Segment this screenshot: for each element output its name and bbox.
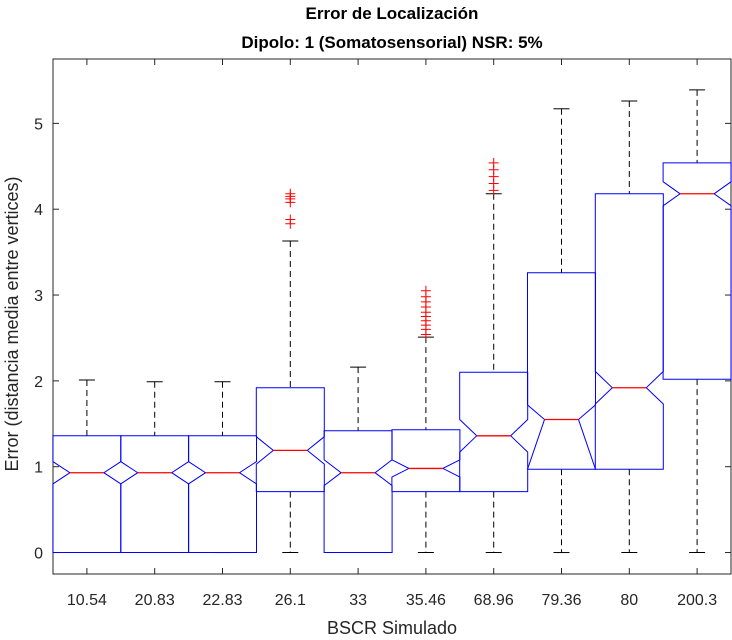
outlier-point [488, 157, 499, 168]
x-tick-label: 20.83 [135, 592, 175, 609]
outlier-point [420, 285, 431, 296]
box [188, 435, 257, 553]
box [391, 429, 461, 493]
x-tick-label: 22.83 [202, 592, 242, 609]
y-tick-label: 5 [34, 116, 43, 133]
box [459, 371, 529, 493]
box [255, 387, 325, 493]
y-tick-label: 1 [34, 460, 43, 477]
box [594, 193, 664, 470]
y-tick-label: 2 [34, 374, 43, 391]
y-tick-label: 0 [34, 546, 43, 563]
outlier-point [285, 188, 296, 199]
x-tick-label: 33 [349, 592, 367, 609]
box [323, 430, 393, 553]
box [662, 162, 732, 380]
x-tick-label: 68.96 [474, 592, 514, 609]
plot-area: 0 1 2 3 4 5 10.54 20.83 22.83 26.1 33 35.46 68.96 79.… [34, 58, 732, 609]
box [526, 272, 597, 470]
x-tick-label: 35.46 [406, 592, 446, 609]
x-tick-label: 200.3 [677, 592, 717, 609]
x-tick-label: 26.1 [275, 592, 306, 609]
y-tick-label: 4 [34, 202, 43, 219]
y-axis-label: Error (distancia media entre vertices) [2, 176, 22, 471]
x-axis-label: BSCR Simulado [327, 618, 457, 638]
chart-title: Error de Localización [306, 4, 479, 23]
box [52, 435, 122, 553]
x-tick-label: 79.36 [541, 592, 581, 609]
x-tick-label: 80 [620, 592, 638, 609]
x-tick-label: 10.54 [67, 592, 107, 609]
chart-subtitle: Dipolo: 1 (Somatosensorial) NSR: 5% [241, 33, 542, 52]
outlier-point [285, 214, 296, 225]
y-tick-label: 3 [34, 288, 43, 305]
box [120, 435, 190, 553]
